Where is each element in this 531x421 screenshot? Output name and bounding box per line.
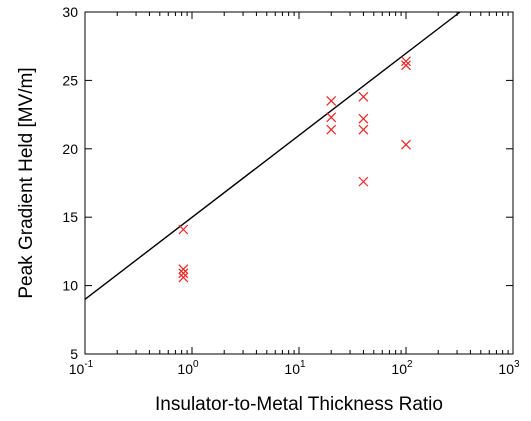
x-tick-label: 101	[284, 359, 306, 377]
data-point	[358, 91, 369, 102]
y-axis-title: Peak Gradient Held [MV/m]	[16, 67, 37, 298]
y-tick-label: 20	[62, 141, 78, 157]
x-tick-label: 102	[391, 359, 413, 377]
data-point	[326, 95, 337, 106]
x-tick-label: 100	[177, 359, 199, 377]
data-point	[358, 113, 369, 124]
y-tick-label: 10	[62, 278, 78, 294]
data-point	[178, 268, 189, 279]
data-point	[401, 60, 411, 71]
data-point	[178, 224, 189, 235]
y-tick-label: 5	[70, 346, 78, 362]
plot-frame	[84, 11, 514, 355]
x-tick-label: 10-1	[69, 359, 94, 377]
y-tick-label: 15	[62, 209, 78, 225]
fit-line	[84, 11, 461, 300]
x-tick-label: 103	[498, 359, 520, 377]
x-axis-title: Insulator-to-Metal Thickness Ratio	[155, 394, 443, 415]
ticks-layer: 10-1 100 101 102 103 5 10 15 20 25 30	[62, 4, 520, 377]
data-point	[326, 112, 337, 123]
y-tick-label: 25	[62, 72, 78, 88]
y-tick-label: 30	[62, 4, 78, 20]
data-points-layer	[178, 56, 411, 283]
fit-line-layer	[84, 11, 461, 300]
data-point	[326, 124, 337, 135]
data-point	[401, 56, 411, 67]
data-point	[178, 264, 189, 275]
data-point	[358, 176, 369, 187]
data-point	[358, 124, 369, 135]
data-point	[178, 272, 189, 283]
data-point	[401, 139, 411, 150]
